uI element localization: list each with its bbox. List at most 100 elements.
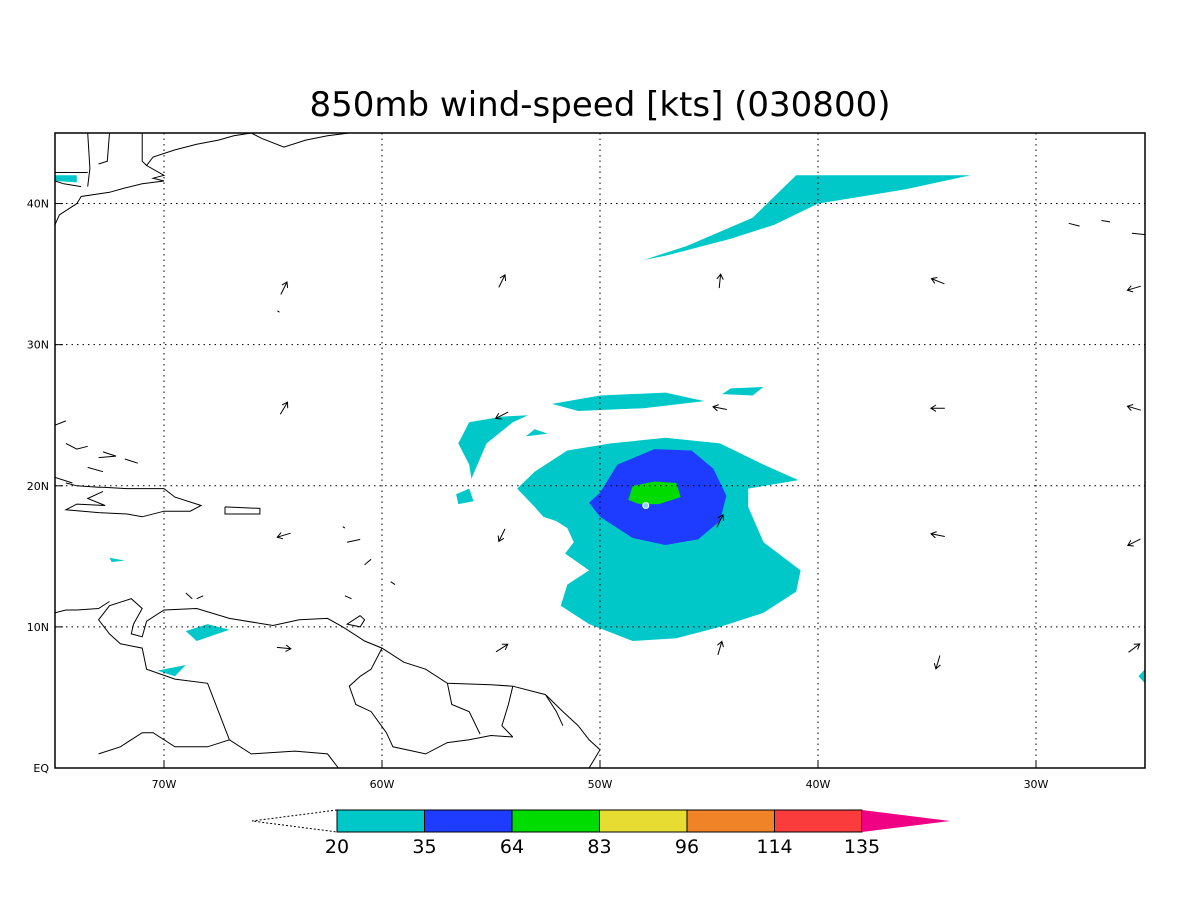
x-tick-label: 40W bbox=[806, 778, 831, 791]
coastline bbox=[346, 538, 361, 543]
wind-vector-arrow bbox=[280, 281, 289, 295]
coastline bbox=[277, 310, 280, 313]
coastline bbox=[196, 595, 204, 600]
y-tick-label: 20N bbox=[27, 480, 49, 493]
wind-vector-arrow bbox=[930, 531, 945, 539]
coastline bbox=[342, 526, 346, 529]
coastline bbox=[98, 133, 110, 165]
wind-vector-arrow bbox=[1126, 285, 1141, 293]
colorbar-swatch bbox=[599, 809, 688, 833]
colorbar-swatch bbox=[774, 809, 863, 833]
colorbar-swatch bbox=[336, 809, 425, 833]
wind-contour-20 bbox=[643, 175, 971, 260]
coastline bbox=[98, 732, 230, 755]
y-tick-label: 40N bbox=[27, 198, 49, 211]
wind-vector-arrow bbox=[279, 401, 289, 415]
wind-contour-20 bbox=[109, 557, 125, 562]
coastline bbox=[55, 180, 82, 188]
longitude-ticks: 70W 60W 50W 40W 30W bbox=[152, 760, 1049, 791]
y-tick-label: 30N bbox=[27, 339, 49, 352]
colorbar-level-label: 96 bbox=[675, 836, 699, 858]
coastline bbox=[344, 595, 352, 600]
coastline bbox=[124, 458, 138, 464]
coastline bbox=[250, 133, 350, 148]
colorbar-level-label: 35 bbox=[412, 836, 436, 858]
coastline bbox=[224, 506, 261, 515]
colorbar-swatch bbox=[424, 809, 513, 833]
wind-vector-arrow bbox=[1126, 404, 1141, 412]
wind-contour-20 bbox=[458, 415, 529, 479]
wind-vector-arrow bbox=[495, 643, 509, 653]
wind-contour-20 bbox=[525, 429, 548, 437]
wind-vector-arrow bbox=[276, 532, 291, 540]
coastline bbox=[1068, 222, 1080, 227]
wind-vector-arrow bbox=[712, 404, 727, 412]
coastline bbox=[55, 420, 67, 426]
x-tick-label: 50W bbox=[588, 778, 613, 791]
storm-eye-marker bbox=[642, 502, 650, 510]
x-tick-label: 70W bbox=[152, 778, 177, 791]
wind-vector-arrow bbox=[716, 513, 725, 528]
coastline bbox=[1101, 220, 1111, 223]
wind-contour-20 bbox=[157, 665, 186, 677]
coastline bbox=[87, 133, 91, 187]
colorbar-low-extension bbox=[251, 809, 338, 833]
wind-contour-20 bbox=[722, 387, 764, 396]
coastline bbox=[55, 476, 73, 484]
wind-vector-arrow bbox=[1126, 538, 1141, 547]
y-tick-label: 10N bbox=[27, 621, 49, 634]
coastline bbox=[501, 686, 514, 738]
colorbar-high-extension bbox=[862, 810, 950, 832]
map-title: 850mb wind-speed [kts] (030800) bbox=[310, 85, 891, 125]
coastline bbox=[55, 601, 110, 614]
coastline bbox=[390, 581, 396, 586]
colorbar-level-label: 83 bbox=[587, 836, 611, 858]
colorbar-swatch bbox=[686, 809, 775, 833]
wind-vector-arrow bbox=[1128, 643, 1141, 653]
colorbar-level-label: 64 bbox=[500, 836, 524, 858]
wind-vector-arrow bbox=[497, 528, 506, 543]
lat-lon-grid bbox=[55, 133, 1145, 768]
wind-vector-arrow bbox=[494, 411, 509, 420]
wind-vectors bbox=[276, 273, 1141, 670]
wind-vector-arrow bbox=[717, 640, 724, 655]
coastline bbox=[185, 592, 193, 600]
colorbar-level-label: 135 bbox=[844, 836, 880, 858]
wind-contour-20 bbox=[55, 175, 77, 183]
coastline bbox=[345, 615, 366, 628]
x-tick-label: 30W bbox=[1024, 778, 1049, 791]
wind-vector-arrow bbox=[930, 277, 945, 285]
coastline bbox=[364, 558, 372, 566]
wind-speed-contours bbox=[55, 175, 1145, 684]
wind-vector-arrow bbox=[929, 404, 945, 412]
coastline bbox=[545, 694, 564, 726]
wind-vector-arrow bbox=[716, 273, 724, 289]
storm-center-marker bbox=[642, 502, 650, 510]
wind-vector-arrow bbox=[276, 644, 292, 652]
x-tick-label: 60W bbox=[370, 778, 395, 791]
coastline bbox=[97, 598, 601, 768]
coastline bbox=[65, 442, 88, 450]
coastline bbox=[1131, 232, 1145, 236]
wind-contour-20 bbox=[456, 488, 474, 505]
wind-contour-20 bbox=[1138, 669, 1145, 684]
wind-contour-20 bbox=[552, 392, 705, 411]
coastlines bbox=[55, 133, 1145, 768]
coastline bbox=[87, 466, 104, 473]
y-tick-label: EQ bbox=[33, 762, 49, 775]
colorbar-level-label: 114 bbox=[756, 836, 792, 858]
colorbar-level-label: 20 bbox=[325, 836, 349, 858]
coastline bbox=[348, 647, 513, 755]
wind-contour-64 bbox=[628, 481, 681, 505]
coastline bbox=[55, 133, 252, 225]
coastline bbox=[446, 683, 481, 735]
coastline bbox=[98, 451, 117, 459]
colorbar: 20 35 64 83 96 114 135 bbox=[251, 809, 950, 858]
wind-contour-20 bbox=[185, 624, 230, 641]
latitude-ticks: EQ 10N 20N 30N 40N bbox=[27, 198, 63, 775]
wind-vector-arrow bbox=[933, 655, 941, 670]
coastline bbox=[64, 482, 203, 518]
colorbar-swatch bbox=[511, 809, 600, 833]
coastline bbox=[141, 133, 147, 166]
